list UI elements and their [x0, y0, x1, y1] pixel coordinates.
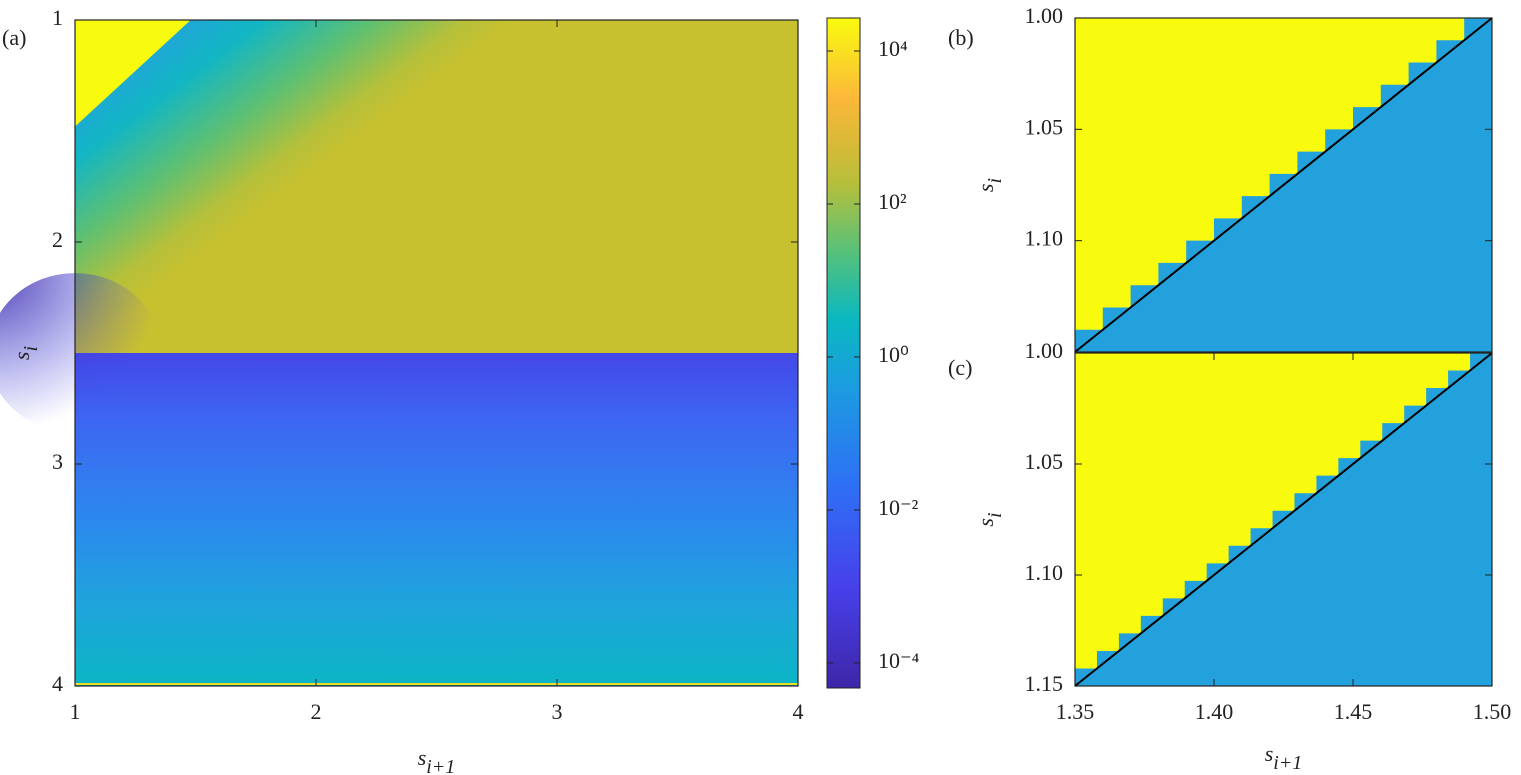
x-tick-label: 1.50 [1473, 699, 1512, 724]
diagonal-line [1074, 17, 1493, 353]
y-tick-label: 3 [52, 449, 63, 474]
axis-label: si [973, 512, 1006, 526]
colorbar [826, 17, 861, 689]
panel-label: (a) [2, 25, 26, 50]
y-tick-label: 1.10 [1025, 560, 1064, 585]
axis-label-base: s [1265, 741, 1274, 766]
y-tick-label: 4 [52, 671, 63, 696]
y-tick-label: 1 [52, 5, 63, 30]
colorbar-tick-label: 10⁻² [878, 495, 919, 520]
axes-box [74, 19, 799, 687]
axis-label-base: s [9, 352, 34, 361]
region [1075, 18, 1492, 330]
axis-label-sub: i [984, 178, 1006, 184]
region [1075, 353, 1492, 669]
x-tick-label: 4 [793, 699, 804, 724]
x-tick-label: 3 [552, 699, 563, 724]
axis-label-sub: i+1 [1273, 752, 1302, 774]
heatmap-region [75, 20, 798, 353]
axes-box [1074, 17, 1493, 353]
y-tick-label: 1.00 [1025, 3, 1064, 28]
axis-label-base: s [418, 745, 427, 770]
panel-label: (c) [948, 355, 972, 380]
axis-label-sub: i+1 [426, 756, 455, 775]
axis-label-base: s [973, 518, 998, 527]
axis-label-sub: i [984, 512, 1006, 518]
y-tick-label: 1.00 [1025, 338, 1064, 363]
axis-label-base: s [973, 184, 998, 193]
axis-label: si [973, 178, 1006, 192]
axis-label: si+1 [1265, 741, 1303, 774]
colorbar-tick-label: 10² [878, 189, 907, 214]
y-tick-label: 1.10 [1025, 226, 1064, 251]
heatmap-region [75, 20, 191, 127]
heatmap-region [75, 683, 798, 685]
axis-label: si+1 [418, 745, 456, 775]
diagonal-line [1074, 352, 1493, 687]
y-tick-label: 1.05 [1025, 114, 1064, 139]
x-tick-label: 1.40 [1195, 699, 1234, 724]
panel-label: (b) [948, 25, 974, 50]
colorbar-tick-label: 10⁴ [878, 36, 908, 61]
axes-box [1074, 352, 1493, 687]
x-tick-label: 2 [311, 699, 322, 724]
x-tick-label: 1.45 [1334, 699, 1373, 724]
axis-label-sub: i [20, 346, 42, 352]
y-tick-label: 1.15 [1025, 671, 1064, 696]
heatmap-region [75, 353, 798, 686]
x-tick-label: 1 [70, 699, 81, 724]
colorbar-tick-label: 10⁰ [878, 342, 909, 367]
y-tick-label: 1.05 [1025, 449, 1064, 474]
heatmap-region [0, 273, 162, 433]
colorbar-tick-label: 10⁻⁴ [878, 648, 920, 673]
x-tick-label: 1.35 [1056, 699, 1095, 724]
axis-label: si [9, 346, 42, 360]
y-tick-label: 2 [52, 227, 63, 252]
